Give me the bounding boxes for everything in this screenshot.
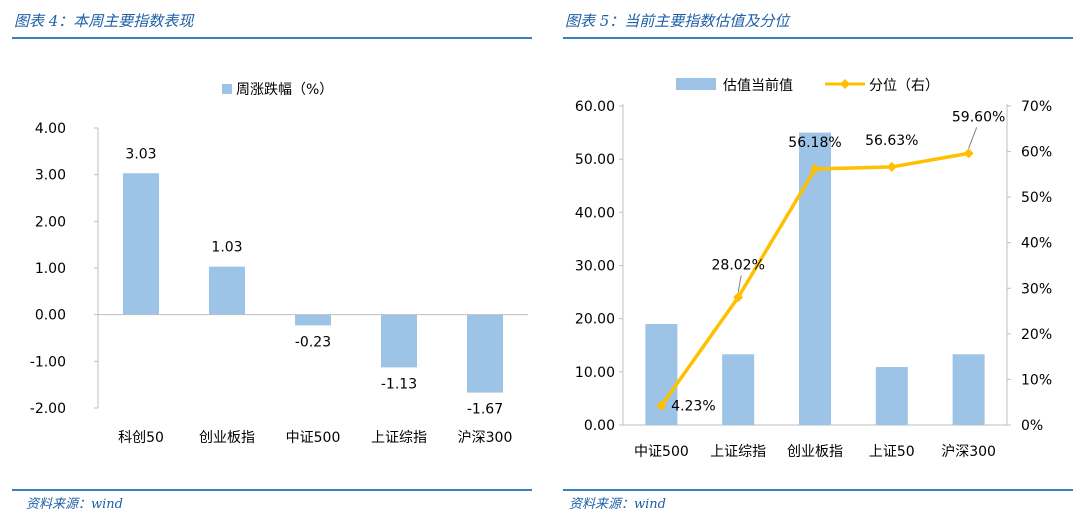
- line-marker: [656, 400, 667, 411]
- bar: [875, 367, 908, 425]
- combo-chart: 估值当前值 分位（右） 0.00 10.00 20.00 30.00 40.00 50.00 6…: [575, 77, 1052, 460]
- title-rule: [12, 37, 532, 39]
- legend-label-line: 分位（右）: [869, 78, 939, 94]
- line-marker: [810, 163, 820, 174]
- x-tick-label: 上证50: [869, 444, 915, 460]
- data-label: -1.67: [467, 402, 503, 418]
- bar: [381, 314, 417, 368]
- x-tick-label: 中证500: [634, 444, 689, 460]
- data-label: 59.60%: [952, 109, 1005, 125]
- line-marker: [963, 148, 974, 159]
- data-label: -0.23: [295, 334, 331, 350]
- label-leader: [968, 127, 978, 149]
- y-tick-label: 2.00: [35, 214, 66, 230]
- y-tick-label-right: 40%: [1021, 236, 1052, 252]
- legend-marker: [840, 79, 850, 89]
- y-tick-label-left: 30.00: [575, 259, 615, 275]
- x-tick-label: 沪深300: [458, 430, 513, 446]
- y-tick-label-right: 60%: [1021, 145, 1052, 161]
- bar: [209, 266, 245, 315]
- y-tick-label: 1.00: [35, 261, 66, 277]
- source-note: 资料来源：wind: [26, 497, 123, 512]
- y-tick-label-right: 50%: [1021, 190, 1052, 206]
- data-label: 56.63%: [865, 133, 918, 149]
- y-tick-label-left: 10.00: [575, 365, 615, 381]
- x-tick-label: 上证综指: [371, 430, 427, 446]
- legend-label-bars: 估值当前值: [723, 77, 793, 94]
- y-tick-label-left: 40.00: [575, 205, 615, 221]
- line-marker: [886, 161, 897, 172]
- label-leader: [737, 275, 742, 293]
- chart-panel-weekly-performance: 图表 4：本周主要指数表现 周涨跌幅（%） -2.00 -1.00 0.00 1.00 2…: [12, 12, 532, 512]
- y-tick-label: -2.00: [30, 401, 66, 417]
- y-tick-label: -1.00: [30, 354, 66, 370]
- data-label: 4.23%: [671, 399, 715, 415]
- y-tick-label-right: 10%: [1021, 372, 1052, 388]
- line-marker: [733, 292, 744, 303]
- y-tick-label-right: 0%: [1021, 418, 1043, 434]
- x-tick-label: 科创50: [118, 430, 164, 446]
- data-label: 3.03: [125, 146, 156, 162]
- bar-chart: 周涨跌幅（%） -2.00 -1.00 0.00 1.00 2.00 3.00 4.00 3.0…: [30, 82, 528, 446]
- legend-swatch: [222, 84, 232, 94]
- bar: [295, 314, 331, 326]
- title-rule: [563, 37, 1073, 39]
- bar: [799, 132, 831, 426]
- chart-panel-valuation: 图表 5：当前主要指数估值及分位 估值当前值 分位（右） 0.00 10.00 20.0…: [555, 0, 1080, 523]
- source-rule: [12, 489, 532, 491]
- y-tick-label-left: 20.00: [575, 312, 615, 328]
- bar: [722, 354, 755, 425]
- data-label: -1.13: [381, 376, 417, 392]
- bar: [123, 173, 159, 315]
- source-note: 资料来源：wind: [569, 497, 666, 512]
- y-tick-label: 3.00: [35, 168, 66, 184]
- y-tick-label-right: 30%: [1021, 281, 1052, 297]
- bar: [952, 354, 985, 425]
- y-tick-label-left: 0.00: [584, 418, 615, 434]
- figure-title: 图表 4：本周主要指数表现: [14, 12, 194, 30]
- source-rule: [563, 489, 1073, 491]
- y-tick-label-right: 70%: [1021, 99, 1052, 115]
- x-tick-label: 创业板指: [199, 430, 255, 446]
- x-tick-label: 创业板指: [787, 444, 843, 460]
- y-tick-label-right: 20%: [1021, 327, 1052, 343]
- x-tick-label: 中证500: [286, 430, 341, 446]
- y-tick-label-left: 60.00: [575, 99, 615, 115]
- legend-label: 周涨跌幅（%）: [236, 82, 333, 98]
- legend-swatch-bars: [676, 78, 716, 90]
- y-tick-label-left: 50.00: [575, 152, 615, 168]
- y-tick-label: 4.00: [35, 121, 66, 137]
- figure-title: 图表 5：当前主要指数估值及分位: [565, 12, 790, 30]
- y-tick-label: 0.00: [35, 308, 66, 324]
- data-label: 28.02%: [712, 257, 765, 273]
- x-tick-label: 沪深300: [941, 444, 996, 460]
- data-label: 1.03: [211, 240, 242, 256]
- data-label: 56.18%: [788, 135, 841, 151]
- x-tick-label: 上证综指: [710, 444, 766, 460]
- bar: [467, 314, 503, 393]
